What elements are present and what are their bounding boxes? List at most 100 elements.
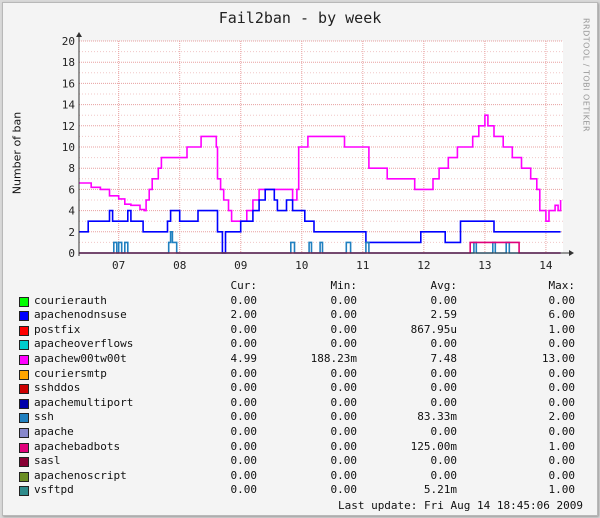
legend-cur: 0.00 xyxy=(230,381,258,395)
legend-cur: 0.00 xyxy=(230,454,258,468)
legend-swatch xyxy=(19,471,29,482)
x-tick-label: 11 xyxy=(356,259,369,272)
legend-name: courierauth xyxy=(34,293,107,307)
legend-name: couriersmtp xyxy=(34,366,107,380)
legend-max: 0.00 xyxy=(548,293,576,307)
legend-swatch xyxy=(19,296,29,307)
legend-cur: 0.00 xyxy=(230,366,258,380)
legend-swatch xyxy=(19,354,29,365)
legend-avg: 5.21m xyxy=(423,483,457,497)
legend-item: ssh 0.00 0.00 83.33m 2.00 xyxy=(17,410,587,425)
legend-item: apache 0.00 0.00 0.00 0.00 xyxy=(17,425,587,440)
legend-name: apachenoscript xyxy=(34,468,127,482)
legend-max: 1.00 xyxy=(548,439,576,453)
legend-item: vsftpd 0.00 0.00 5.21m 1.00 xyxy=(17,483,587,498)
y-tick-label: 12 xyxy=(62,120,75,133)
legend-name: apachemultiport xyxy=(34,395,134,409)
y-tick-label: 14 xyxy=(62,99,76,112)
x-tick-label: 14 xyxy=(539,259,553,272)
legend: Cur: Min: Avg: Max: courierauth 0.00 0.00 0… xyxy=(17,279,587,498)
legend-item: apachebadbots 0.00 0.00 125.00m 1.00 xyxy=(17,440,587,455)
x-tick-label: 07 xyxy=(112,259,125,272)
legend-cur: 0.00 xyxy=(230,424,258,438)
legend-swatch xyxy=(19,457,29,468)
legend-max: 6.00 xyxy=(548,308,576,322)
y-tick-label: 8 xyxy=(68,162,75,175)
legend-item: apachew00tw00t 4.99 188.23m 7.48 13.00 xyxy=(17,352,587,367)
legend-name: postfix xyxy=(34,322,81,336)
legend-max: 0.00 xyxy=(548,366,576,380)
legend-min: 0.00 xyxy=(330,322,358,336)
legend-swatch xyxy=(19,325,29,336)
legend-item: apachenoscript 0.00 0.00 0.00 0.00 xyxy=(17,469,587,484)
legend-avg: 0.00 xyxy=(430,454,458,468)
legend-swatch xyxy=(19,398,29,409)
y-tick-label: 4 xyxy=(68,205,75,218)
legend-swatch xyxy=(19,369,29,380)
legend-min: 188.23m xyxy=(310,351,357,365)
legend-cur: 2.00 xyxy=(230,308,258,322)
legend-max: 2.00 xyxy=(548,410,576,424)
legend-item: apacheoverflows 0.00 0.00 0.00 0.00 xyxy=(17,337,587,352)
legend-max: 0.00 xyxy=(548,454,576,468)
legend-min: 0.00 xyxy=(330,395,358,409)
legend-cur: 0.00 xyxy=(230,337,258,351)
legend-item: apachemultiport 0.00 0.00 0.00 0.00 xyxy=(17,396,587,411)
legend-swatch xyxy=(19,442,29,453)
x-tick-label: 10 xyxy=(295,259,308,272)
legend-max: 0.00 xyxy=(548,381,576,395)
legend-avg: 2.59 xyxy=(430,308,458,322)
legend-min: 0.00 xyxy=(330,366,358,380)
legend-min: 0.00 xyxy=(330,337,358,351)
legend-cur: 0.00 xyxy=(230,483,258,497)
legend-max: 0.00 xyxy=(548,424,576,438)
legend-name: ssh xyxy=(34,410,54,424)
legend-swatch xyxy=(19,413,29,424)
legend-name: apachew00tw00t xyxy=(34,351,127,365)
legend-name: apachebadbots xyxy=(34,439,121,453)
legend-cur: 0.00 xyxy=(230,439,258,453)
legend-cur: 0.00 xyxy=(230,410,258,424)
legend-avg: 0.00 xyxy=(430,293,458,307)
legend-min: 0.00 xyxy=(330,439,358,453)
legend-cur: 0.00 xyxy=(230,395,258,409)
x-axis-arrow xyxy=(569,250,574,256)
legend-avg: 0.00 xyxy=(430,337,458,351)
y-tick-label: 16 xyxy=(62,77,75,90)
x-tick-label: 13 xyxy=(478,259,491,272)
legend-name: sshddos xyxy=(34,381,81,395)
legend-min: 0.00 xyxy=(330,424,358,438)
legend-swatch xyxy=(19,486,29,497)
legend-name: apacheoverflows xyxy=(34,337,134,351)
legend-max: 13.00 xyxy=(541,351,575,365)
legend-max: 1.00 xyxy=(548,322,576,336)
series-line-apachew00tw00t xyxy=(79,114,562,222)
legend-col-avg: Avg: xyxy=(430,279,458,292)
legend-swatch xyxy=(19,340,29,351)
legend-swatch xyxy=(19,427,29,438)
last-update: Last update: Fri Aug 14 18:45:06 2009 xyxy=(337,499,583,512)
x-tick-label: 08 xyxy=(173,259,186,272)
y-tick-label: 10 xyxy=(62,141,75,154)
legend-item: postfix 0.00 0.00 867.95u 1.00 xyxy=(17,323,587,338)
legend-max: 0.00 xyxy=(548,337,576,351)
y-tick-label: 18 xyxy=(62,56,75,69)
legend-item: courierauth 0.00 0.00 0.00 0.00 xyxy=(17,294,587,309)
legend-name: sasl xyxy=(34,454,61,468)
legend-cur: 4.99 xyxy=(230,351,258,365)
y-tick-label: 6 xyxy=(68,183,75,196)
legend-avg: 0.00 xyxy=(430,381,458,395)
legend-item: apachenodnsuse 2.00 0.00 2.59 6.00 xyxy=(17,308,587,323)
legend-rows: courierauth 0.00 0.00 0.00 0.00 apachenodnsus… xyxy=(17,294,587,498)
legend-min: 0.00 xyxy=(330,308,358,322)
legend-min: 0.00 xyxy=(330,293,358,307)
legend-col-max: Max: xyxy=(548,279,576,292)
legend-min: 0.00 xyxy=(330,483,358,497)
legend-avg: 83.33m xyxy=(417,410,457,424)
legend-avg: 7.48 xyxy=(430,351,458,365)
legend-item: sasl 0.00 0.00 0.00 0.00 xyxy=(17,454,587,469)
y-tick-label: 20 xyxy=(62,35,75,48)
legend-name: apachenodnsuse xyxy=(34,308,127,322)
legend-avg: 0.00 xyxy=(430,424,458,438)
